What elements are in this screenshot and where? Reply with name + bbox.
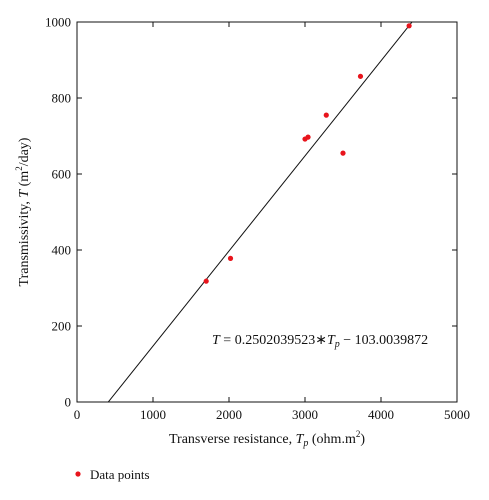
- data-point: [203, 278, 209, 284]
- y-tick-label: 200: [52, 319, 72, 334]
- data-points: [203, 23, 412, 284]
- x-axis-label: Transverse resistance, Tp (ohm.m2): [169, 429, 365, 449]
- data-point: [305, 134, 311, 140]
- plot-frame: [76, 21, 458, 403]
- x-tick-label: 0: [74, 407, 81, 422]
- y-tick-label: 400: [52, 243, 72, 258]
- y-tick-label: 0: [65, 395, 72, 410]
- legend-marker: [75, 471, 81, 477]
- x-axis: 0 1000 2000 3000 4000 5000: [74, 22, 470, 422]
- x-tick-label: 3000: [292, 407, 318, 422]
- regression-line: [107, 21, 413, 403]
- y-tick-label: 800: [52, 91, 72, 106]
- x-tick-label: 5000: [444, 407, 470, 422]
- y-axis: 0 200 400 600 800 1000: [45, 15, 457, 410]
- equation-annotation: T = 0.2502039523∗Tp − 103.0039872: [212, 333, 428, 350]
- y-tick-label: 1000: [45, 15, 71, 30]
- data-point: [340, 150, 346, 156]
- data-point: [323, 112, 329, 118]
- y-axis-label: Transmissivity, T (m2/day): [14, 137, 32, 286]
- x-tick-label: 4000: [368, 407, 394, 422]
- data-point: [357, 73, 364, 79]
- legend-label: Data points: [90, 467, 150, 482]
- data-point: [227, 255, 234, 261]
- x-tick-label: 2000: [216, 407, 242, 422]
- y-tick-label: 600: [52, 167, 72, 182]
- legend: Data points: [75, 467, 150, 482]
- x-tick-label: 1000: [140, 407, 166, 422]
- data-point: [406, 23, 412, 29]
